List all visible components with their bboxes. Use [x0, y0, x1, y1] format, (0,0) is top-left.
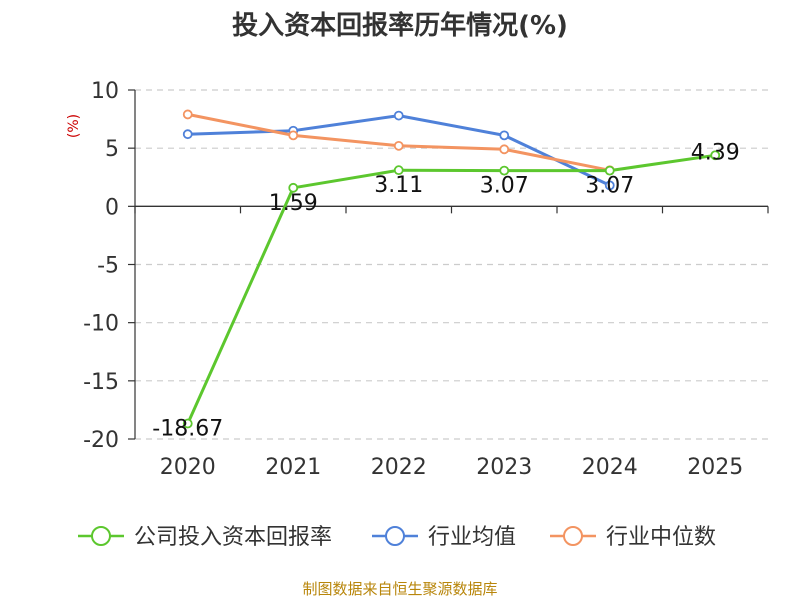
x-tick-label: 2024: [582, 455, 638, 480]
data-point[interactable]: [393, 165, 404, 176]
legend-marker-icon: [91, 526, 111, 546]
x-tick-label: 2022: [371, 455, 427, 480]
data-label: 3.07: [585, 174, 634, 199]
x-tick-label: 2023: [476, 455, 532, 480]
data-label: 1.59: [269, 191, 318, 216]
data-point[interactable]: [710, 150, 721, 161]
legend-item-0[interactable]: 公司投入资本回报率: [78, 525, 332, 550]
series-line-0: [186, 153, 716, 425]
data-point[interactable]: [499, 144, 510, 155]
data-point[interactable]: [604, 180, 615, 191]
data-point[interactable]: [182, 129, 193, 140]
data-point[interactable]: [604, 165, 615, 176]
data-labels: -18.67 1.59 3.11 3.07 3.07 4.39: [152, 140, 739, 441]
data-label: -18.67: [152, 417, 223, 442]
x-tick-label: 2020: [160, 455, 216, 480]
data-point[interactable]: [499, 165, 510, 176]
data-point[interactable]: [182, 109, 193, 120]
x-tick-label: 2025: [687, 455, 743, 480]
legend-label: 公司投入资本回报率: [134, 525, 332, 550]
data-label: 3.07: [480, 174, 529, 199]
y-tick-label: 0: [105, 195, 119, 220]
data-label: 4.39: [691, 140, 740, 165]
data-point[interactable]: [393, 110, 404, 121]
legend-label: 行业中位数: [606, 525, 716, 550]
axes: 10 5 0 -5 -10 -15 -20 2020 2021 2022 2023 2024 2025: [83, 79, 769, 480]
data-label: 3.11: [374, 173, 423, 198]
data-point[interactable]: [393, 140, 404, 151]
legend[interactable]: 公司投入资本回报率 行业均值 行业中位数: [78, 525, 716, 550]
data-point[interactable]: [499, 130, 510, 141]
y-tick-label: -15: [83, 370, 119, 395]
x-tick-label: 2021: [265, 455, 321, 480]
y-tick-label: -10: [83, 312, 119, 337]
data-point[interactable]: [288, 130, 299, 141]
legend-marker-icon: [563, 526, 583, 546]
y-tick-label: -5: [97, 254, 119, 279]
legend-item-1[interactable]: 行业均值: [372, 525, 516, 550]
legend-item-2[interactable]: 行业中位数: [550, 525, 716, 550]
source-note: 制图数据来自恒生聚源数据库: [302, 580, 497, 598]
chart-title: 投入资本回报率历年情况(%): [232, 10, 568, 41]
data-point[interactable]: [182, 418, 193, 429]
data-point[interactable]: [288, 182, 299, 193]
grid: [135, 89, 768, 440]
legend-marker-icon: [385, 526, 405, 546]
y-tick-label: 5: [105, 137, 119, 162]
y-axis-unit: (%): [66, 114, 82, 138]
legend-label: 行业均值: [428, 525, 516, 550]
series-layer: [182, 109, 721, 429]
y-tick-label: 10: [91, 79, 119, 104]
y-tick-label: -20: [83, 428, 119, 453]
